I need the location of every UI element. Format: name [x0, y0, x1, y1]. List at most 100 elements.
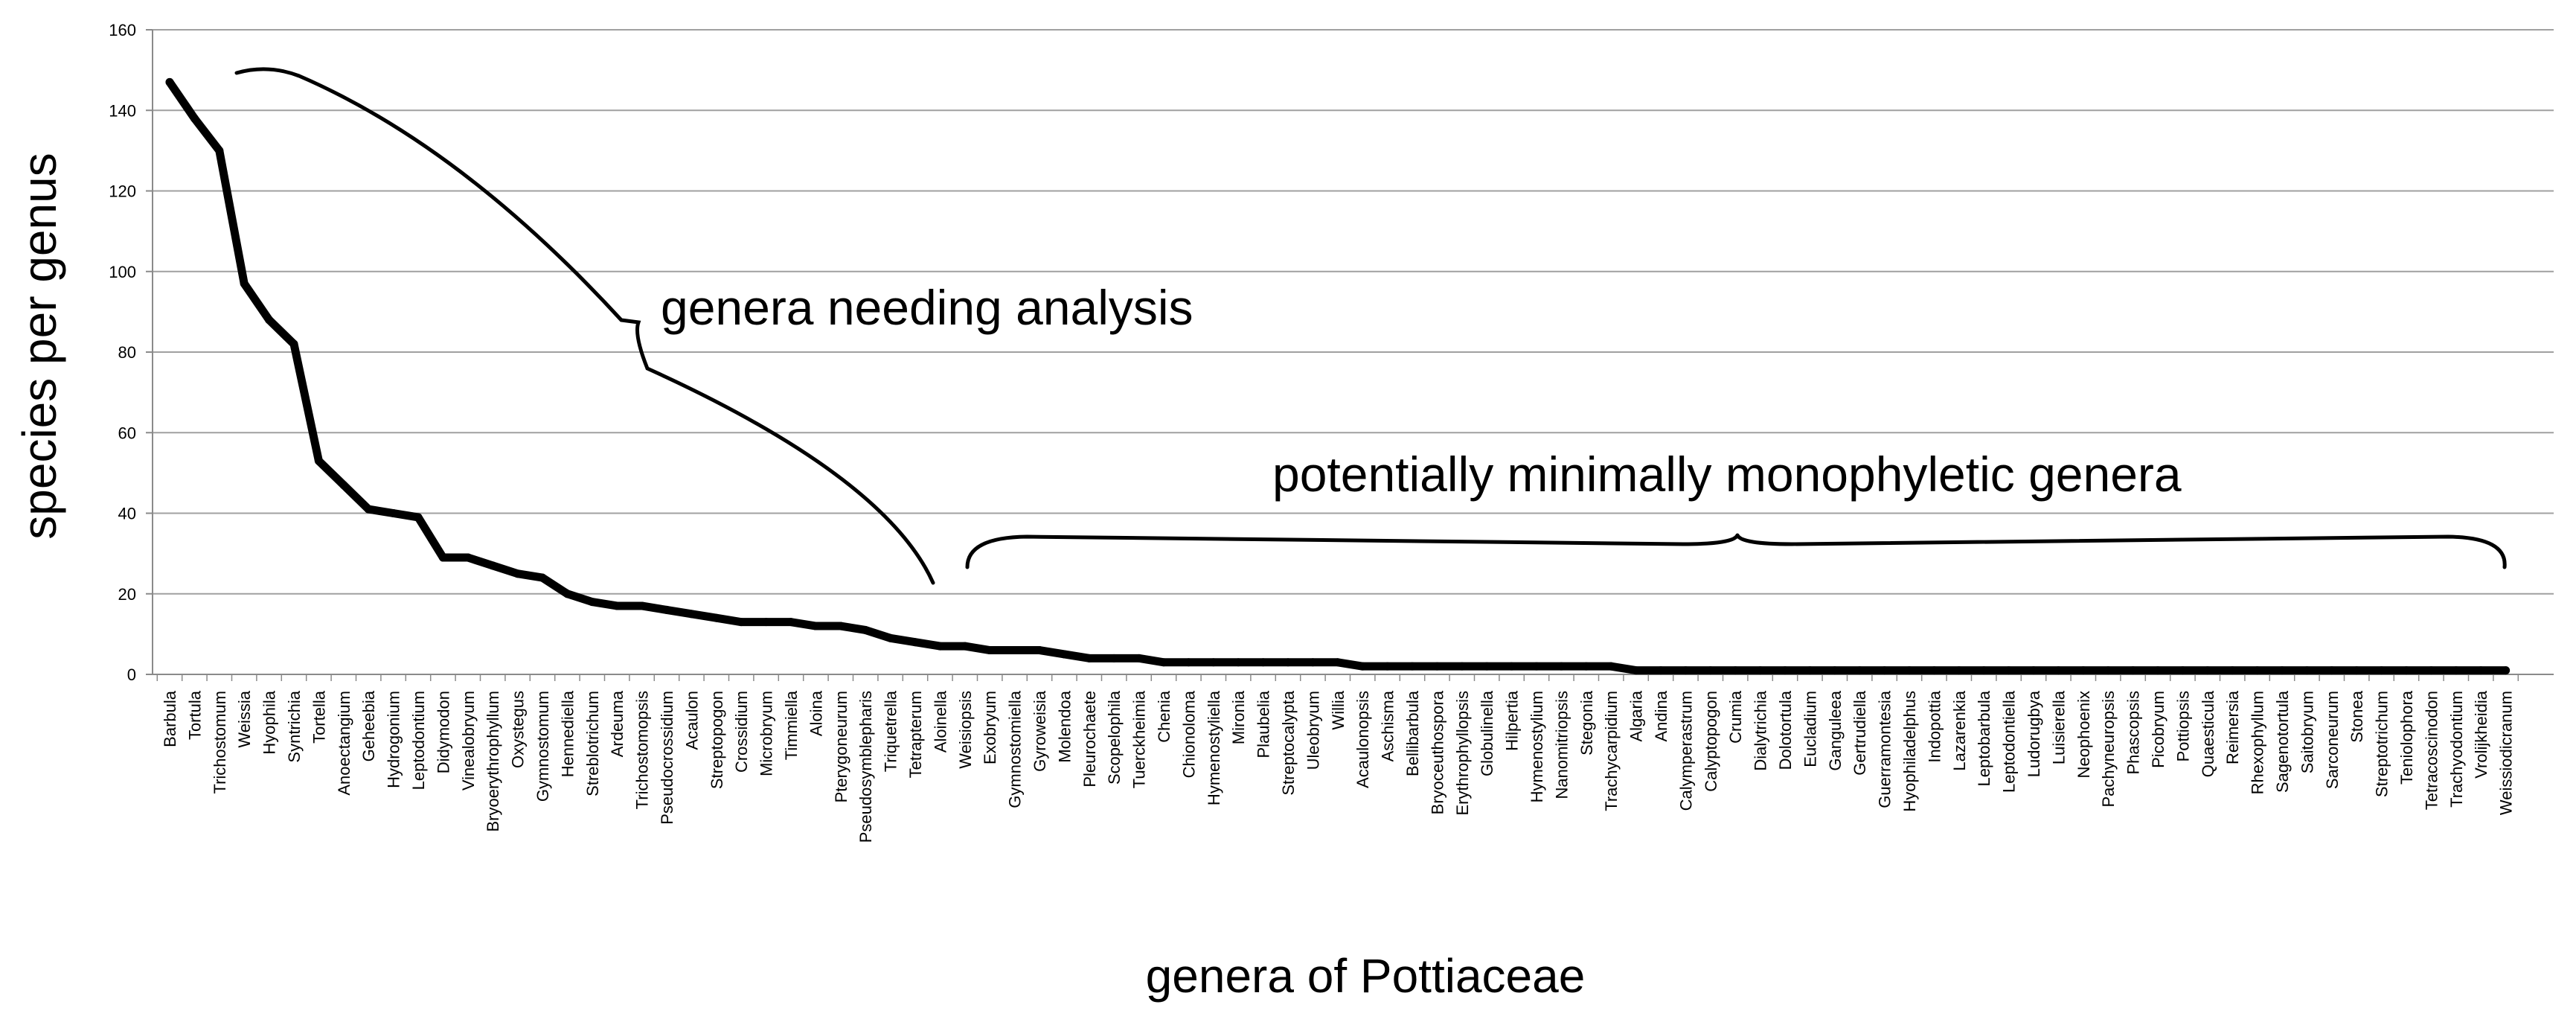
x-tick-label: Erythrophyllopsis — [1453, 691, 1472, 816]
x-tick-label: Aloina — [807, 690, 825, 736]
data-point — [289, 339, 298, 348]
x-tick-label: Eucladium — [1801, 691, 1819, 767]
data-point — [2352, 666, 2361, 675]
brace-monophyletic-genera — [965, 533, 2507, 569]
x-tick-label: Calymperastrum — [1676, 691, 1695, 811]
data-point — [2476, 666, 2485, 675]
x-tick-label: Streptopogon — [708, 691, 726, 789]
series-line — [165, 77, 2511, 675]
x-tick-label: Pleurochaete — [1080, 691, 1099, 788]
x-tick-label: Reimersia — [2223, 690, 2242, 764]
x-tick-label: Weissiodicranum — [2497, 691, 2516, 815]
x-tick-label: Trichostomopsis — [633, 691, 652, 809]
x-tick-label: Pseudocrossidium — [658, 691, 676, 825]
x-tick-label: Ganguleea — [1826, 690, 1845, 770]
x-tick-label: Plaubelia — [1255, 690, 1273, 758]
x-tick-label: Hymenostyliella — [1205, 690, 1223, 805]
axes — [146, 29, 2554, 681]
data-point — [190, 114, 199, 123]
data-point — [1035, 646, 1044, 655]
x-tick-label: Lazarenkia — [1950, 690, 1969, 770]
x-tick-label: Bryoceuthospora — [1428, 690, 1446, 814]
data-point — [538, 573, 547, 582]
data-point — [1979, 666, 1988, 675]
data-point — [1929, 666, 1938, 675]
data-point — [513, 569, 522, 578]
data-point — [1830, 666, 1839, 675]
data-point — [1234, 658, 1243, 667]
data-point — [1731, 666, 1740, 675]
x-tick-label: Willia — [1329, 690, 1348, 729]
x-tick-label: Bellibarbula — [1403, 690, 1422, 776]
data-point — [1383, 662, 1392, 671]
data-point — [2327, 666, 2336, 675]
x-tick-label: Vinealobryum — [459, 691, 478, 791]
x-tick-label: Streptocalypta — [1279, 690, 1298, 795]
x-tick-label: Pterygoneurum — [832, 691, 850, 802]
annotations: genera needing analysis potentially minim… — [234, 67, 2507, 585]
x-tick-label: Oxystegus — [509, 691, 528, 768]
x-tick-label: Aloinella — [931, 690, 949, 753]
x-tick-label: Pseudosymblepharis — [856, 691, 875, 843]
x-tick-label: Indopottia — [1925, 690, 1944, 762]
data-point — [1458, 662, 1467, 671]
x-tick-label: Ludorugbya — [2025, 690, 2043, 777]
x-tick-label: Tortella — [310, 690, 328, 744]
x-tick-label: Stonea — [2348, 690, 2366, 742]
data-point — [488, 561, 497, 570]
x-tick-label: Barbula — [161, 690, 179, 747]
data-point — [438, 553, 447, 562]
x-tick-label: Gertrudiella — [1851, 690, 1869, 775]
data-point — [687, 610, 696, 619]
data-point — [662, 605, 671, 614]
data-point — [1681, 666, 1690, 675]
x-tick-label: Rhexophyllum — [2249, 691, 2267, 794]
data-point — [2054, 666, 2063, 675]
data-point — [2153, 666, 2162, 675]
data-point — [712, 613, 721, 622]
x-tick-label: Crumia — [1726, 690, 1745, 744]
data-point — [2079, 666, 2088, 675]
x-tick-label: Hennediella — [558, 690, 577, 777]
data-point — [1482, 662, 1491, 671]
x-tick-label: Stegonia — [1577, 690, 1596, 756]
x-tick-label: Andina — [1652, 690, 1670, 741]
x-tick-label: Acaulonopsis — [1353, 691, 1372, 788]
x-tick-label: Timmiella — [782, 690, 801, 760]
x-tick-label: Microbryum — [757, 691, 776, 776]
x-tick-label: Pachyneuropsis — [2099, 691, 2118, 808]
data-point — [588, 598, 597, 607]
x-tick-label: Crossidium — [732, 691, 751, 773]
x-tick-label: Streblotrichum — [583, 691, 602, 796]
data-point — [2402, 666, 2411, 675]
x-tick-label: Acaulon — [682, 691, 701, 750]
data-point — [1606, 662, 1615, 671]
data-point — [1109, 654, 1118, 662]
x-tick-label: Vrolijkheidia — [2472, 690, 2490, 779]
x-tick-label: Gymnostomiella — [1006, 690, 1025, 808]
x-tick-label: Uleobryum — [1304, 691, 1322, 770]
y-tick-label: 40 — [118, 505, 136, 523]
data-point — [1905, 666, 1914, 675]
x-tick-label: Dolotortula — [1776, 690, 1795, 770]
x-tick-label: Tuerckheimia — [1130, 690, 1149, 788]
data-point — [1880, 666, 1889, 675]
x-tick-label: Pottiopsis — [2173, 691, 2192, 761]
x-tick-label: Molendoa — [1055, 690, 1074, 762]
data-point — [935, 642, 944, 651]
data-point — [2129, 666, 2138, 675]
data-point — [911, 638, 920, 647]
x-tick-label: Globulinella — [1478, 690, 1496, 776]
x-tick-label: Teniolophora — [2397, 690, 2416, 785]
data-point — [811, 622, 820, 630]
data-point — [240, 279, 249, 288]
x-tick-label: Mironia — [1229, 690, 1248, 744]
data-point — [1135, 654, 1144, 662]
data-point — [2029, 666, 2038, 675]
y-tick-labels: 0 20 40 60 80 100 120 140 160 — [109, 21, 136, 684]
x-tick-label: Hydrogonium — [385, 691, 403, 788]
data-point — [314, 456, 323, 465]
x-tick-label: Trachyodontium — [2447, 691, 2466, 808]
x-tick-label: Anoectangium — [335, 691, 353, 796]
